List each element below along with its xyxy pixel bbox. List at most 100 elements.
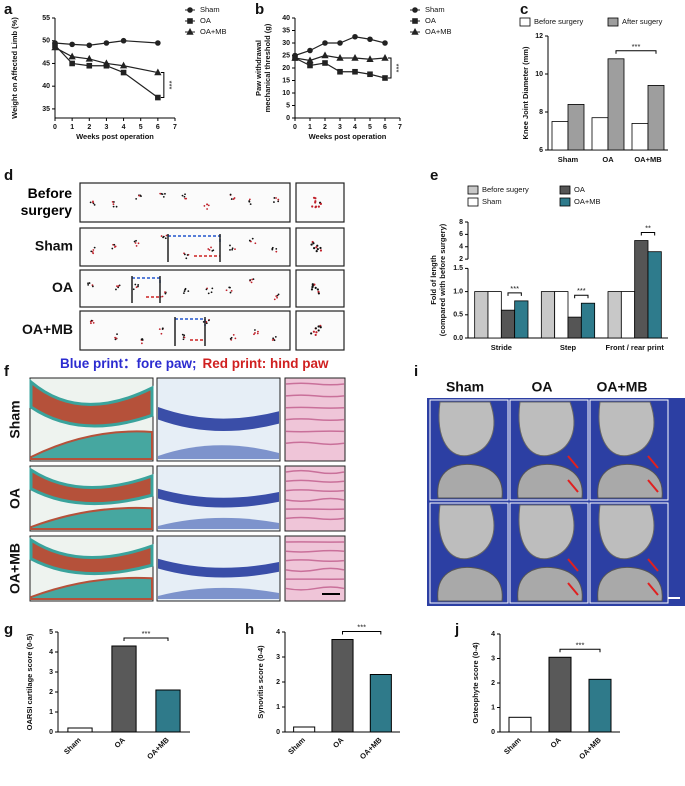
significance-bracket <box>123 637 169 641</box>
paw-dot <box>274 335 277 338</box>
paw-dot <box>135 286 138 289</box>
paw-dot <box>317 325 320 328</box>
cartilage <box>29 467 154 506</box>
paw-dot <box>250 240 252 243</box>
panel-letter: h <box>245 621 254 638</box>
paw-dot <box>319 202 322 205</box>
y-tick-label: 4 <box>276 629 280 636</box>
paw-dot <box>314 197 317 200</box>
bar <box>514 300 529 339</box>
y-tick-label: 8 <box>539 109 543 116</box>
y-tick-label: 10 <box>535 71 543 78</box>
paw-dot <box>249 279 252 281</box>
x-tick-label: 4 <box>353 124 357 131</box>
cartilage <box>158 587 279 599</box>
y-tick-label: 8 <box>459 219 463 226</box>
marker <box>85 54 93 62</box>
significance-label: ** <box>645 224 651 233</box>
paw-dot <box>257 330 259 333</box>
paw-dot <box>115 337 118 340</box>
cartilage <box>29 537 154 576</box>
bone <box>598 401 655 457</box>
panel-letter: a <box>4 1 13 18</box>
paw-dot <box>135 245 138 247</box>
paw-dot <box>319 249 323 252</box>
y-tick-label: 1.5 <box>453 265 463 272</box>
row-label: Before surgery <box>20 185 72 218</box>
bone <box>597 566 663 602</box>
x-tick-label: 1 <box>70 124 74 131</box>
paw-dot <box>87 283 90 286</box>
bar <box>588 678 612 733</box>
paw-dot <box>183 195 186 198</box>
bar <box>554 291 569 339</box>
bar <box>508 716 532 733</box>
synovium <box>285 559 345 562</box>
marker <box>103 40 110 46</box>
paw-dot <box>271 339 274 341</box>
arrow <box>647 479 659 493</box>
y-tick-label: 1 <box>491 704 495 711</box>
y-tick-label: 55 <box>42 15 50 22</box>
paw-dot <box>132 288 135 291</box>
significance-bracket <box>507 292 522 296</box>
bar <box>540 291 556 339</box>
paw-dot <box>315 246 318 249</box>
paw-dot <box>310 332 313 335</box>
caption-blue: Blue print：fore paw; <box>60 356 197 371</box>
paw-dot <box>319 246 322 250</box>
paw-dot <box>135 239 137 242</box>
bone <box>597 463 663 499</box>
significance-label: *** <box>576 640 585 649</box>
legend-marker <box>187 18 193 24</box>
paw-dot <box>273 298 276 301</box>
synovium <box>285 479 345 483</box>
y-axis-title: Fold of length <box>429 255 438 305</box>
marker <box>322 60 328 66</box>
bone <box>438 401 495 457</box>
paw-dot <box>312 242 315 245</box>
panel-letter: i <box>414 363 418 380</box>
arrow <box>567 479 579 493</box>
paw-dot <box>161 295 164 298</box>
paw-dot <box>212 249 215 252</box>
paw-dot <box>272 337 275 340</box>
synovium <box>285 489 345 493</box>
paw-dot <box>211 287 214 290</box>
bone <box>518 401 575 457</box>
paw-dot <box>314 286 317 290</box>
marker <box>86 62 93 69</box>
paw-dot <box>87 282 89 285</box>
marker <box>119 61 128 69</box>
bar <box>500 309 516 339</box>
paw-dot <box>184 193 186 196</box>
paw-dot <box>229 249 231 251</box>
legend-label: OA <box>200 16 211 25</box>
y-tick-label: 5 <box>49 629 53 636</box>
x-tick-label: 6 <box>383 124 387 131</box>
y-tick-label: 35 <box>282 27 290 34</box>
legend-label: Sham <box>425 5 445 14</box>
paw-dot <box>115 205 118 208</box>
paw-dot <box>312 330 315 333</box>
y-axis-title: (compared with before surgery) <box>438 223 447 336</box>
cartilage <box>158 407 279 432</box>
panel-letter: b <box>255 1 264 18</box>
y-axis-title: Knee Joint Diameter (mm) <box>521 46 530 139</box>
bar <box>474 291 489 339</box>
y-tick-label: 6 <box>459 231 463 238</box>
x-tick-label: 4 <box>122 124 126 131</box>
legend-swatch <box>607 17 619 27</box>
legend-marker <box>187 7 193 13</box>
x-tick-label: OA <box>548 735 563 750</box>
paw-dot <box>251 237 254 240</box>
marker <box>86 42 93 49</box>
paw-dot <box>249 203 252 206</box>
bar <box>580 302 596 339</box>
y-tick-label: 50 <box>42 38 50 45</box>
bar <box>111 645 137 733</box>
paw-dot <box>311 283 314 286</box>
bar <box>551 121 569 151</box>
cartilage <box>158 488 279 508</box>
paw-dot <box>89 320 92 323</box>
